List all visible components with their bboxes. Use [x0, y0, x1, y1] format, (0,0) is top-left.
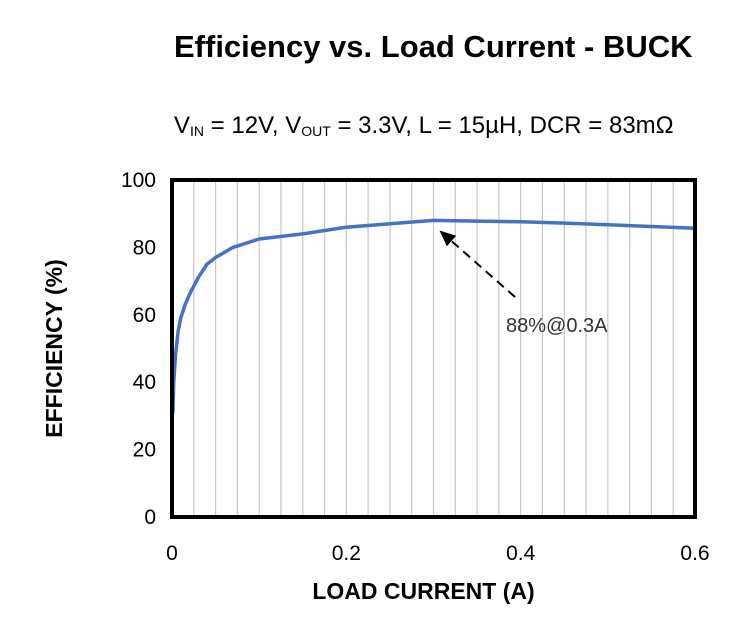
chart-title: Efficiency vs. Load Current - BUCK	[174, 29, 693, 64]
series-line-efficiency	[171, 218, 697, 415]
x-tick-label: 0	[166, 542, 178, 565]
annotation-arrow	[449, 238, 516, 298]
y-axis-label: EFFICIENCY (%)	[41, 259, 67, 437]
y-tick-label: 0	[144, 506, 156, 529]
x-axis-label: LOAD CURRENT (A)	[312, 578, 534, 604]
x-tick-label: 0.2	[332, 542, 361, 565]
grid-lines	[193, 180, 674, 517]
annotation-arrowhead	[439, 230, 457, 247]
x-tick-label: 0.4	[506, 542, 536, 565]
x-tick-label: 0.6	[680, 542, 709, 565]
y-tick-label: 80	[133, 236, 156, 259]
plot-area-border	[170, 178, 697, 519]
y-tick-label: 20	[133, 439, 156, 462]
x-tick-labels: 0 0.2 0.4 0.6	[166, 542, 709, 565]
annotation-label: 88%@0.3A	[506, 315, 608, 337]
y-tick-label: 40	[133, 371, 156, 394]
chart-subtitle: VIN = 12V, VOUT = 3.3V, L = 15µH, DCR = …	[174, 112, 674, 139]
y-tick-labels: 0 20 40 60 80 100	[121, 169, 156, 529]
y-tick-label: 60	[133, 304, 156, 327]
y-tick-label: 100	[121, 169, 156, 192]
